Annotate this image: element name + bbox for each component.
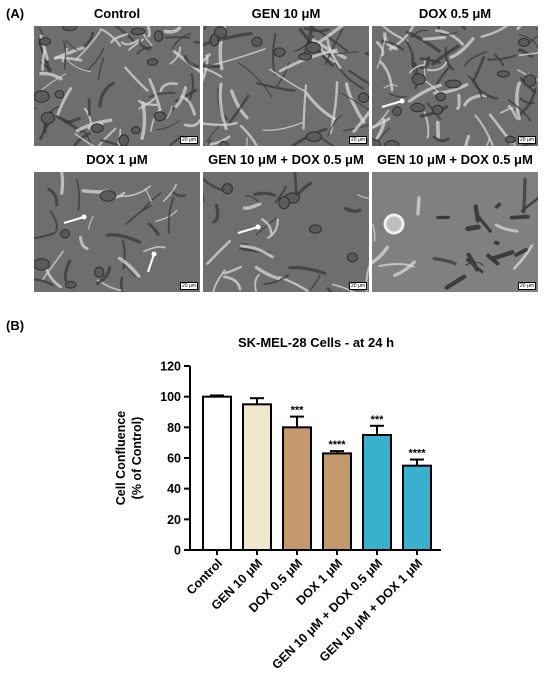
white-arrow-icon xyxy=(381,98,405,108)
y-tick-label: 60 xyxy=(167,452,181,466)
scale-bar-label: 20 μm xyxy=(349,282,367,290)
significance-label: **** xyxy=(328,439,346,451)
bar-chart: SK-MEL-28 Cells - at 24 h Cell Confluence… xyxy=(114,335,441,672)
y-tick-label: 120 xyxy=(160,360,181,374)
scale-bar-label: 20 μm xyxy=(349,136,367,144)
scale-bar-label: 20 μm xyxy=(180,282,198,290)
micrograph-title: GEN 10 μM + DOX 0.5 μM xyxy=(208,152,364,167)
y-axis-label: Cell Confluence (% of Control) xyxy=(114,411,144,506)
micrograph-title: DOX 0.5 μM xyxy=(418,6,492,21)
y-tick-label: 40 xyxy=(167,482,181,496)
bar xyxy=(202,395,232,551)
bar xyxy=(322,452,352,551)
micrograph-image: 20 μm xyxy=(372,26,538,146)
micrograph-title: GEN 10 μM xyxy=(251,6,321,21)
y-tick-label: 20 xyxy=(167,513,181,527)
y-tick-label: 80 xyxy=(167,421,181,435)
white-arrow-icon xyxy=(147,251,157,273)
significance-label: **** xyxy=(408,448,426,460)
y-tick-label: 100 xyxy=(160,390,181,404)
white-arrow-icon xyxy=(63,214,87,224)
micrograph-image: 20 μm xyxy=(203,26,369,146)
scale-bar-label: 20 μm xyxy=(518,282,536,290)
significance-label: *** xyxy=(291,405,305,417)
micrograph-image: 20 μm xyxy=(372,172,538,292)
micrograph-title: DOX 1 μM xyxy=(86,152,148,167)
bar xyxy=(242,403,272,552)
chart-title: SK-MEL-28 Cells - at 24 h xyxy=(238,335,394,350)
bar xyxy=(402,464,432,552)
bar xyxy=(362,434,392,551)
panel-b-label: (B) xyxy=(6,318,25,333)
micrograph-image: 20 μm xyxy=(34,172,200,292)
micrograph-image: 20 μm xyxy=(34,26,200,146)
micrograph-title: GEN 10 μM + DOX 0.5 μM xyxy=(377,152,533,167)
white-arrow-icon xyxy=(237,224,261,234)
scale-bar-label: 20 μm xyxy=(180,136,198,144)
scale-bar-label: 20 μm xyxy=(518,136,536,144)
bar xyxy=(282,426,312,551)
micrograph-title: Control xyxy=(93,6,141,21)
panel-a-label: (A) xyxy=(6,6,25,21)
y-tick-label: 0 xyxy=(174,544,181,558)
significance-label: *** xyxy=(371,414,385,426)
micrograph-image: 20 μm xyxy=(203,172,369,292)
